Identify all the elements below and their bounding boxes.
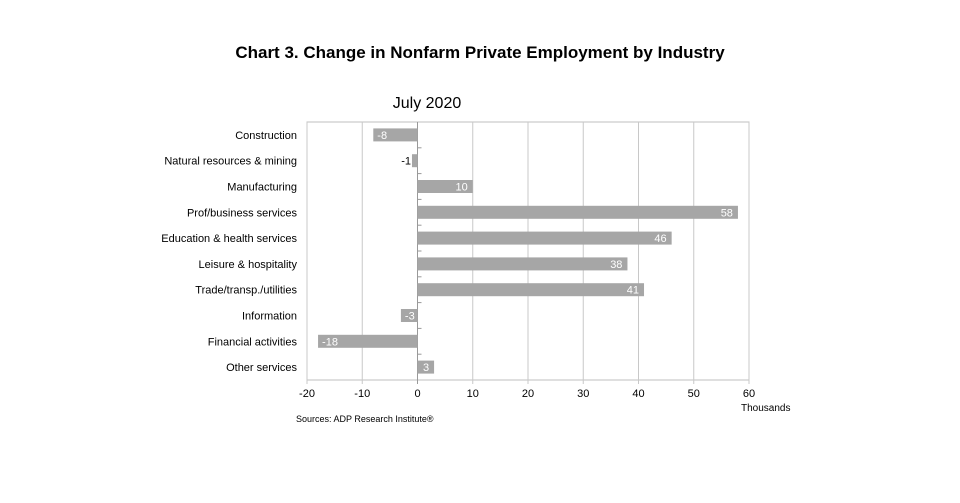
source-note: Sources: ADP Research Institute®	[296, 414, 434, 424]
data-label: -18	[322, 336, 338, 348]
data-label: 58	[721, 207, 733, 219]
data-label: -1	[401, 156, 411, 168]
x-tick-label: -10	[354, 388, 370, 400]
category-label: Financial activities	[208, 336, 298, 348]
chart-subtitle: July 2020	[392, 95, 462, 112]
data-label: 10	[456, 182, 468, 194]
bar	[417, 257, 628, 271]
data-label: 38	[610, 259, 622, 271]
x-tick-label: 40	[632, 388, 644, 400]
x-tick-label: 60	[743, 388, 755, 400]
x-tick-label: 10	[467, 388, 479, 400]
category-label: Prof/business services	[187, 207, 298, 219]
data-label: -8	[377, 130, 387, 142]
bar	[417, 283, 645, 297]
category-label: Natural resources & mining	[164, 156, 297, 168]
x-tick-label: 0	[414, 388, 420, 400]
bar	[417, 180, 473, 193]
bar	[400, 309, 418, 322]
category-label: Construction	[235, 130, 297, 142]
category-label: Manufacturing	[227, 182, 297, 194]
data-label: 46	[654, 233, 666, 245]
bar	[318, 334, 418, 348]
data-label: -3	[405, 311, 415, 323]
x-axis-label: Thousands	[741, 403, 791, 414]
bar	[373, 128, 418, 142]
x-tick-label: 50	[688, 388, 700, 400]
bar	[417, 360, 435, 374]
bar	[417, 205, 738, 219]
category-label: Other services	[226, 362, 297, 374]
bar	[411, 154, 418, 168]
category-label: Leisure & hospitality	[199, 259, 298, 271]
chart-title: Chart 3. Change in Nonfarm Private Emplo…	[235, 43, 725, 62]
category-label: Education & health services	[161, 233, 297, 245]
x-tick-label: 20	[522, 388, 534, 400]
category-label: Information	[242, 311, 297, 323]
data-label: 41	[627, 285, 639, 297]
category-label: Trade/transp./utilities	[195, 285, 297, 297]
data-label: 3	[423, 362, 429, 374]
bar	[417, 231, 672, 245]
x-tick-label: -20	[299, 388, 315, 400]
x-tick-label: 30	[577, 388, 589, 400]
